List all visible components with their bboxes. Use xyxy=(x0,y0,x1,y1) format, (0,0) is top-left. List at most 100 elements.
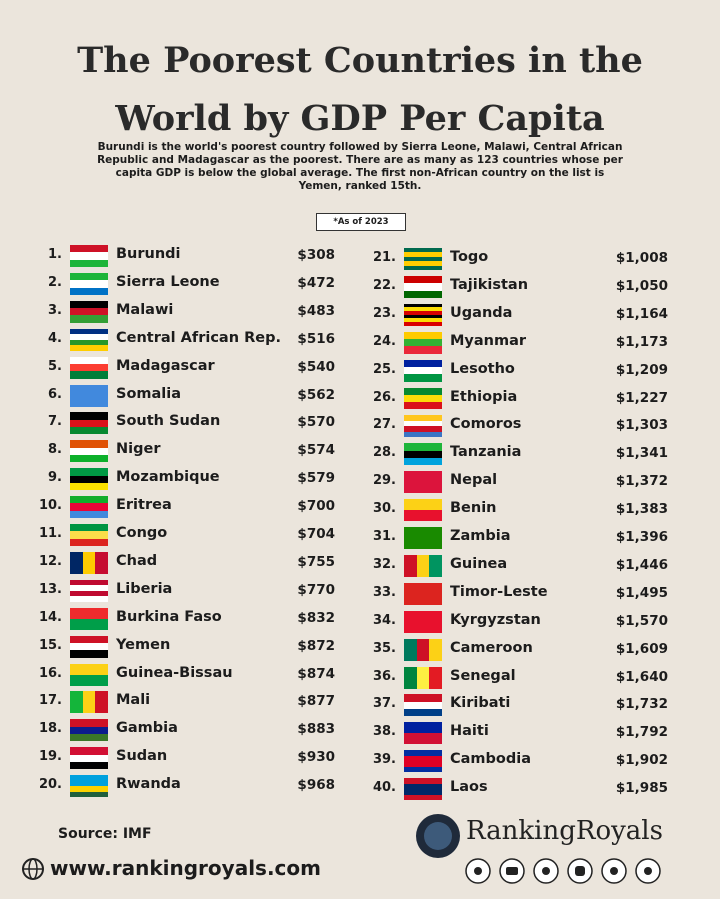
flag-stripe xyxy=(404,374,442,382)
flag-stripe xyxy=(404,443,442,451)
rank: 26. xyxy=(372,389,396,405)
flag-stripe xyxy=(404,402,442,410)
country: Cambodia xyxy=(450,751,532,768)
flag xyxy=(404,750,442,773)
flag-stripe xyxy=(70,345,108,351)
rank: 34. xyxy=(372,612,396,628)
flag-stripe xyxy=(70,531,108,539)
flag-stripe xyxy=(404,694,442,702)
flag-stripe xyxy=(404,789,442,795)
gdp: $1,209 xyxy=(615,361,668,378)
flag xyxy=(404,275,442,298)
flag-stripe xyxy=(404,582,442,605)
flag xyxy=(70,468,108,491)
rank: 5. xyxy=(48,358,62,374)
flag-stripe xyxy=(404,778,442,784)
note: *As of 2023 xyxy=(316,213,406,231)
gdp: $579 xyxy=(297,470,335,487)
country: Rwanda xyxy=(116,776,181,793)
flag-stripe xyxy=(95,551,108,574)
gdp: $1,303 xyxy=(615,417,668,434)
flag-stripe xyxy=(404,766,442,773)
flag-stripe xyxy=(404,366,442,375)
flag-stripe xyxy=(70,371,108,379)
country: Myanmar xyxy=(450,332,527,349)
country: Senegal xyxy=(450,667,516,684)
flag-stripe xyxy=(70,733,108,742)
rank: 30. xyxy=(372,501,396,517)
flag-stripe xyxy=(404,359,442,367)
country: Togo xyxy=(450,249,489,265)
country: Liberia xyxy=(116,580,173,597)
source: Source: IMF xyxy=(58,826,152,842)
country: Mali xyxy=(116,692,151,709)
gdp: $1,227 xyxy=(615,389,668,406)
flag-stripe xyxy=(70,427,108,435)
flag xyxy=(404,248,442,270)
globe-icon xyxy=(22,858,44,880)
rank: 12. xyxy=(38,553,62,569)
flag xyxy=(70,412,108,435)
gdp: $874 xyxy=(297,665,335,682)
flag xyxy=(70,663,108,686)
flag-stripe xyxy=(404,755,442,762)
country: Niger xyxy=(116,441,161,458)
gdp: $540 xyxy=(297,358,335,375)
country: Zambia xyxy=(450,528,511,544)
flag xyxy=(70,691,108,714)
country: Benin xyxy=(450,500,497,517)
country: Burkina Faso xyxy=(116,608,222,625)
flag-stripe xyxy=(404,527,442,549)
flag-stripe xyxy=(70,259,108,267)
flag-stripe xyxy=(404,426,442,432)
rank: 33. xyxy=(372,584,396,600)
gdp: $1,792 xyxy=(615,724,668,741)
flag-stripe xyxy=(70,482,108,491)
flag-stripe xyxy=(404,733,442,745)
title-line: The Poorest Countries in the xyxy=(77,40,643,81)
gdp: $1,902 xyxy=(615,752,668,769)
rank: 21. xyxy=(372,250,396,265)
country: Tajikistan xyxy=(450,276,529,293)
flag xyxy=(404,778,442,801)
flag-stripe xyxy=(404,722,442,734)
gdp: $1,383 xyxy=(615,501,668,518)
flag-stripe xyxy=(70,440,108,448)
gdp: $472 xyxy=(297,274,335,291)
country: Uganda xyxy=(450,304,513,321)
rank: 3. xyxy=(48,302,62,318)
flag xyxy=(404,303,442,326)
flag xyxy=(70,328,108,351)
flag xyxy=(70,775,108,798)
country: Congo xyxy=(116,525,168,541)
rank: 36. xyxy=(372,668,396,684)
flag-stripe xyxy=(70,334,108,340)
country: Guinea-Bissau xyxy=(116,664,233,681)
country: Eritrea xyxy=(116,497,172,514)
flag-stripe xyxy=(70,585,108,591)
rank: 19. xyxy=(38,749,62,765)
flag-stripe xyxy=(70,579,108,586)
rank: 37. xyxy=(372,696,396,712)
rank: 9. xyxy=(48,470,62,486)
flag-stripe xyxy=(404,307,442,312)
flag-stripe xyxy=(70,356,108,364)
flag-stripe xyxy=(70,300,108,309)
description-line: Burundi is the world's poorest country f… xyxy=(97,141,623,153)
gdp: $562 xyxy=(297,386,335,403)
flag xyxy=(70,356,108,379)
gdp: $1,396 xyxy=(615,529,668,545)
flag-stripe xyxy=(404,261,442,266)
flag-stripe xyxy=(70,596,108,602)
flag-stripe xyxy=(70,447,108,455)
country: Gambia xyxy=(116,720,178,737)
title-line: World by GDP Per Capita xyxy=(115,98,605,139)
flag-stripe xyxy=(429,666,442,689)
country: Burundi xyxy=(116,246,181,262)
flag xyxy=(70,719,108,742)
gdp: $968 xyxy=(297,777,335,794)
gdp: $872 xyxy=(297,637,335,654)
flag-stripe xyxy=(404,256,442,262)
flag xyxy=(70,272,108,295)
